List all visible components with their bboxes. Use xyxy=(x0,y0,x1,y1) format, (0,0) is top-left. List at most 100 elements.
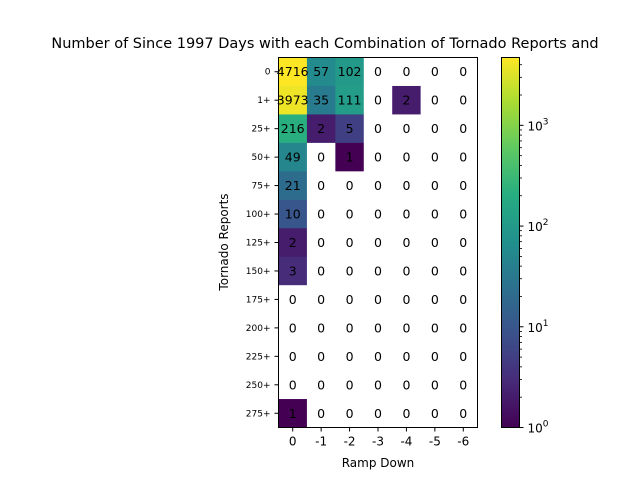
heatmap-cell xyxy=(420,57,450,87)
colorbar-tick-label: 102 xyxy=(528,218,549,234)
heatmap-cell xyxy=(363,342,393,371)
colorbar-tick-label: 103 xyxy=(528,117,549,133)
y-tick-label: 1+ xyxy=(257,96,270,106)
heatmap-cell xyxy=(392,228,421,258)
cell-value-label: 0 xyxy=(431,263,439,278)
heatmap-cell xyxy=(335,342,365,371)
cell-value-label: 0 xyxy=(402,64,410,79)
heatmap-cell xyxy=(449,256,478,286)
heatmap-cell xyxy=(278,199,308,229)
y-axis-ticks: 0 1+ 25+ 50+ 75+ 100+ 125+ 150+ 175+ 200+ 225+ 250+… xyxy=(246,68,279,419)
cell-value-label: 4716 xyxy=(277,64,309,79)
heatmap-cell xyxy=(449,399,478,428)
cell-value-label: 0 xyxy=(431,292,439,307)
cell-value-label: 0 xyxy=(374,150,382,165)
y-tick-label: 250+ xyxy=(246,381,271,391)
cell-value-label: 0 xyxy=(346,207,354,222)
heatmap-cell xyxy=(449,370,478,400)
heatmap-cell xyxy=(278,57,308,87)
heatmap-cells xyxy=(278,57,478,428)
cell-value-label: 0 xyxy=(459,121,467,136)
cell-value-label: 3 xyxy=(289,263,297,278)
cell-value-label: 0 xyxy=(289,292,297,307)
cell-value-label: 0 xyxy=(459,377,467,392)
cell-value-label: 0 xyxy=(317,320,325,335)
cell-value-label: 0 xyxy=(317,377,325,392)
cell-value-label: 0 xyxy=(431,64,439,79)
heatmap-cell xyxy=(420,313,450,343)
heatmap-cell xyxy=(335,399,365,428)
x-tick-label: -4 xyxy=(400,435,412,449)
x-tick-label: -2 xyxy=(344,435,356,449)
cell-value-label: 0 xyxy=(459,263,467,278)
cell-value-label: 0 xyxy=(402,377,410,392)
cell-value-label: 0 xyxy=(431,93,439,108)
heatmap-cell xyxy=(335,57,365,87)
cell-value-label: 2 xyxy=(402,93,410,108)
cell-value-label: 0 xyxy=(431,406,439,421)
cell-value-label: 0 xyxy=(374,377,382,392)
heatmap-cell xyxy=(335,171,365,201)
heatmap-cell xyxy=(363,114,393,144)
heatmap-cell xyxy=(420,256,450,286)
heatmap-cell xyxy=(363,256,393,286)
heatmap-cell xyxy=(420,285,450,314)
heatmap-cell xyxy=(420,342,450,371)
cell-value-label: 0 xyxy=(289,377,297,392)
cell-value-label: 3973 xyxy=(277,93,309,108)
heatmap-cell xyxy=(278,342,308,371)
heatmap-cell xyxy=(363,285,393,314)
cell-value-label: 0 xyxy=(317,263,325,278)
cell-value-label: 1 xyxy=(289,406,297,421)
heatmap-cell xyxy=(392,85,421,115)
colorbar-frame xyxy=(501,57,520,428)
cell-value-label: 49 xyxy=(285,150,301,165)
heatmap-cell xyxy=(392,399,421,428)
cell-value-label: 0 xyxy=(459,349,467,364)
cell-value-label: 0 xyxy=(346,178,354,193)
y-tick-label: 125+ xyxy=(246,239,271,249)
cell-value-label: 0 xyxy=(317,292,325,307)
y-axis-label: Tornado Reports xyxy=(217,193,231,291)
heatmap-cell xyxy=(335,313,365,343)
cell-value-label: 0 xyxy=(431,377,439,392)
cell-value-label: 0 xyxy=(374,235,382,250)
cell-value-label: 0 xyxy=(459,178,467,193)
heatmap-cell xyxy=(449,342,478,371)
cell-value-label: 0 xyxy=(374,64,382,79)
heatmap-cell xyxy=(449,85,478,115)
chart-title: Number of Since 1997 Days with each Comb… xyxy=(51,36,598,52)
heatmap-cell xyxy=(278,114,308,144)
heatmap-cell xyxy=(278,285,308,314)
y-tick-label: 175+ xyxy=(246,295,271,305)
cell-value-label: 0 xyxy=(402,121,410,136)
heatmap-cell xyxy=(278,85,308,115)
heatmap-cell xyxy=(392,342,421,371)
cell-value-label: 0 xyxy=(402,349,410,364)
cell-value-label: 0 xyxy=(459,93,467,108)
heatmap-cell xyxy=(306,114,336,144)
x-tick-label: -3 xyxy=(372,435,384,449)
heatmap-cell xyxy=(278,228,308,258)
cell-value-label: 111 xyxy=(338,93,362,108)
heatmap-cell xyxy=(306,342,336,371)
cell-value-label: 0 xyxy=(374,207,382,222)
cell-value-label: 216 xyxy=(281,121,305,136)
cell-value-label: 0 xyxy=(374,93,382,108)
colorbar-gradient xyxy=(501,57,520,428)
heatmap-cell xyxy=(306,85,336,115)
heatmap-cell xyxy=(392,142,421,172)
heatmap-cell xyxy=(420,399,450,428)
heatmap-cell xyxy=(278,399,308,428)
cell-value-label: 0 xyxy=(346,320,354,335)
cell-value-label: 35 xyxy=(313,93,329,108)
heatmap-cell xyxy=(392,256,421,286)
x-tick-label: -5 xyxy=(429,435,441,449)
heatmap-cell xyxy=(306,285,336,314)
cell-value-label: 0 xyxy=(317,150,325,165)
heatmap-cell xyxy=(392,199,421,229)
cell-value-label: 0 xyxy=(374,406,382,421)
cell-value-label: 0 xyxy=(317,178,325,193)
